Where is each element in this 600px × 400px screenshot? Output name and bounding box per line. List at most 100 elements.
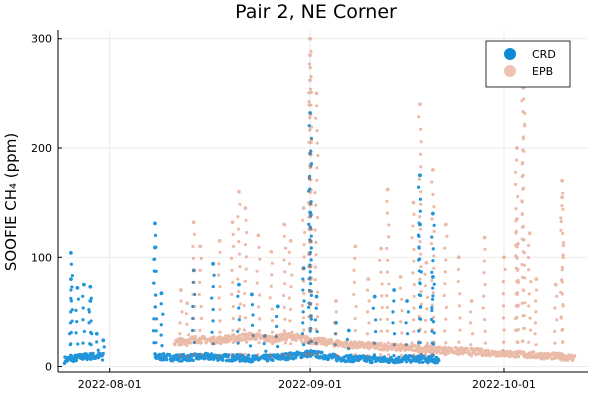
data-point-epb	[268, 353, 273, 357]
data-point-epb	[397, 345, 401, 349]
data-point-epb	[384, 344, 389, 348]
data-point-crd	[152, 317, 156, 321]
data-point-epb	[175, 339, 179, 343]
data-point-epb	[404, 343, 408, 348]
data-point-epb	[314, 327, 318, 331]
data-point-crd	[418, 209, 422, 213]
data-point-epb	[257, 332, 261, 337]
data-point-epb	[223, 336, 227, 341]
data-point-epb	[560, 327, 565, 331]
data-point-epb	[189, 337, 194, 341]
data-point-crd	[414, 359, 418, 363]
data-point-crd	[153, 353, 157, 357]
data-point-epb	[442, 293, 446, 298]
data-point-epb	[568, 356, 572, 360]
data-point-epb	[419, 252, 423, 256]
data-point-crd	[417, 258, 421, 262]
peak-point-crd	[418, 222, 422, 227]
data-point-crd	[76, 297, 81, 301]
data-point-epb	[315, 342, 319, 346]
data-point-epb	[529, 280, 533, 284]
data-point-epb	[513, 182, 518, 187]
data-point-epb	[501, 316, 506, 320]
peak-point-crd	[94, 331, 99, 336]
data-point-epb	[256, 334, 260, 338]
data-point-epb	[403, 346, 408, 350]
data-point-epb	[302, 243, 306, 247]
data-point-epb	[322, 337, 327, 341]
data-point-epb	[407, 347, 411, 352]
x-tick-label: 2022-10-01	[472, 378, 536, 391]
legend-label-epb: EPB	[532, 65, 553, 78]
data-point-epb	[272, 337, 276, 342]
data-point-epb	[353, 340, 357, 344]
data-point-epb	[190, 335, 194, 340]
data-point-epb	[426, 341, 430, 346]
data-point-epb	[316, 339, 321, 343]
data-point-epb	[231, 280, 235, 285]
data-point-epb	[218, 284, 222, 289]
data-point-epb	[548, 354, 552, 358]
data-point-epb	[317, 336, 321, 341]
data-point-epb	[339, 342, 343, 346]
data-point-epb	[513, 355, 517, 359]
data-point-epb	[251, 334, 255, 338]
data-point-epb	[423, 272, 427, 276]
data-point-epb	[308, 215, 312, 219]
data-point-epb	[296, 335, 300, 340]
data-point-epb	[560, 268, 564, 272]
data-point-epb	[307, 338, 312, 343]
data-point-crd	[429, 317, 434, 322]
data-point-epb	[508, 349, 513, 354]
data-point-crd	[70, 285, 74, 289]
data-point-crd	[168, 353, 172, 358]
data-point-epb	[282, 305, 286, 309]
data-point-epb	[468, 310, 473, 314]
data-point-epb	[308, 213, 312, 217]
data-point-epb	[480, 352, 484, 356]
data-point-epb	[526, 354, 530, 358]
data-point-epb	[371, 343, 375, 348]
data-point-epb	[380, 294, 384, 298]
data-point-epb	[314, 342, 318, 346]
data-point-epb	[327, 341, 331, 345]
data-point-epb	[430, 217, 434, 221]
data-point-epb	[370, 342, 374, 346]
data-point-epb	[418, 349, 422, 354]
data-point-epb	[502, 353, 507, 358]
data-point-crd	[404, 343, 408, 347]
data-point-epb	[307, 290, 312, 294]
data-point-epb	[281, 293, 286, 298]
data-point-epb	[329, 337, 333, 342]
data-point-epb	[522, 350, 526, 354]
data-point-epb	[457, 351, 461, 356]
legend-label-crd: CRD	[532, 48, 556, 61]
data-point-epb	[394, 342, 398, 347]
data-point-epb	[313, 341, 318, 345]
data-point-epb	[435, 347, 439, 351]
data-point-epb	[414, 349, 418, 353]
data-point-epb	[518, 350, 523, 354]
data-point-epb	[332, 321, 337, 325]
data-point-epb	[514, 352, 519, 356]
data-point-epb	[571, 357, 575, 362]
peak-point-epb	[534, 277, 539, 282]
data-point-epb	[320, 336, 325, 341]
data-point-epb	[441, 349, 445, 353]
data-point-epb	[246, 333, 251, 337]
data-point-epb	[258, 334, 262, 338]
data-point-epb	[420, 350, 424, 354]
data-point-epb	[236, 337, 240, 341]
data-point-epb	[520, 351, 524, 356]
data-point-epb	[301, 335, 306, 339]
data-point-epb	[559, 315, 563, 319]
data-point-epb	[297, 335, 302, 340]
data-point-epb	[558, 357, 563, 361]
data-point-epb	[488, 354, 492, 358]
data-point-epb	[308, 163, 312, 167]
data-point-epb	[307, 215, 311, 219]
data-point-epb	[493, 352, 497, 357]
data-point-epb	[447, 348, 452, 353]
data-point-epb	[309, 140, 313, 145]
data-point-epb	[501, 348, 505, 353]
